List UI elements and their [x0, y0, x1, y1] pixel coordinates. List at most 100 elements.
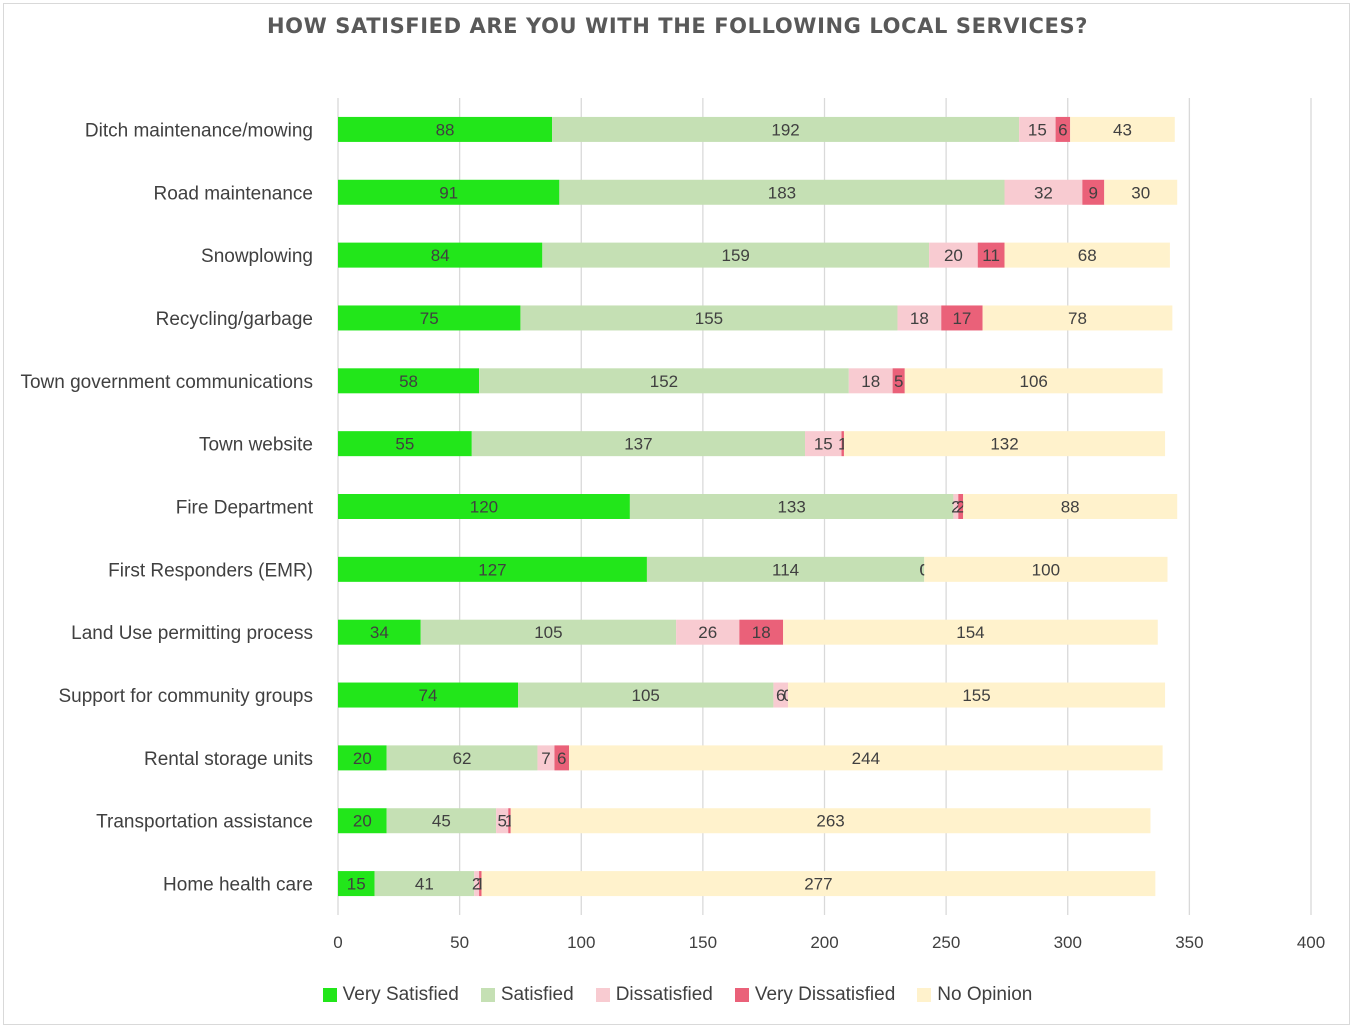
data-label: 5: [894, 372, 903, 391]
legend-label: Very Dissatisfied: [754, 984, 896, 1005]
bar-segment: [904, 368, 1163, 394]
bar-segment: [338, 494, 630, 519]
bar-segment: [479, 368, 849, 394]
category-label: Land Use permitting process: [71, 623, 313, 644]
category-label: Town government communications: [20, 372, 313, 393]
data-label: 32: [1034, 183, 1053, 202]
bar-segment: [520, 305, 898, 331]
data-label: 88: [1061, 498, 1080, 517]
bar-segment: [924, 556, 1168, 582]
bar-segment: [338, 368, 480, 394]
data-label: 100: [1032, 560, 1060, 579]
bar-segment: [559, 179, 1005, 205]
bar-segment: [338, 242, 543, 268]
x-tick-label: 0: [333, 933, 342, 952]
data-label: 183: [768, 183, 796, 202]
legend-item: Very Satisfied: [322, 984, 459, 1006]
data-label: 34: [370, 623, 389, 642]
bar-segment: [537, 745, 555, 771]
data-label: 18: [752, 623, 771, 642]
data-label: 15: [1028, 120, 1047, 139]
x-tick-label: 350: [1175, 933, 1203, 952]
legend-swatch: [322, 988, 337, 1002]
data-label: 5: [497, 812, 506, 831]
data-label: 88: [436, 120, 455, 139]
bar-segment: [1004, 242, 1170, 268]
legend-swatch: [480, 988, 495, 1002]
legend-label: Dissatisfied: [615, 984, 713, 1005]
category-label: First Responders (EMR): [108, 560, 313, 581]
data-label: 18: [861, 372, 880, 391]
bar-segment: [338, 305, 521, 331]
category-label: Snowplowing: [201, 246, 313, 267]
bar-segment: [897, 305, 942, 331]
data-label: 132: [990, 435, 1018, 454]
data-label: 137: [624, 435, 652, 454]
data-label: 74: [419, 686, 438, 705]
bar-segment: [374, 871, 475, 897]
bar-segment: [518, 682, 774, 708]
category-label: Road maintenance: [154, 183, 314, 204]
data-label: 2: [472, 875, 481, 894]
legend-swatch: [734, 988, 749, 1002]
data-label: 62: [453, 749, 472, 768]
bar-segment: [338, 745, 387, 771]
bar-segment: [552, 116, 1020, 142]
data-label: 155: [962, 686, 990, 705]
category-label: Fire Department: [176, 498, 314, 519]
bar-segment: [929, 242, 978, 268]
bar-segment: [953, 494, 959, 519]
data-label: 11: [982, 246, 1000, 265]
legend-swatch: [917, 988, 932, 1002]
bar-segment: [338, 871, 375, 897]
x-tick-label: 200: [810, 933, 838, 952]
bar-segment: [338, 179, 560, 205]
bar-segment: [773, 682, 789, 708]
legend-item: Satisfied: [480, 984, 574, 1006]
data-label: 75: [420, 309, 439, 328]
bar-segment: [1055, 116, 1071, 142]
data-label: 106: [1020, 372, 1048, 391]
data-label: 26: [698, 623, 717, 642]
data-label: 114: [772, 560, 799, 579]
legend-label: Satisfied: [500, 984, 574, 1005]
bar-segment: [892, 368, 905, 394]
bar-segment: [474, 871, 480, 897]
bar-segment: [1070, 116, 1175, 142]
legend-swatch: [595, 988, 610, 1002]
bar-segment: [554, 745, 570, 771]
bar-segment: [386, 745, 538, 771]
data-label: 20: [353, 812, 372, 831]
bar-segment: [788, 682, 1166, 708]
data-label: 18: [910, 309, 929, 328]
data-label: 1: [505, 812, 514, 831]
data-label: 133: [777, 498, 805, 517]
bar-segment: [805, 431, 842, 457]
bar-segment: [420, 619, 677, 645]
data-label: 192: [771, 120, 799, 139]
category-label: Support for community groups: [58, 686, 313, 707]
bar-segment: [1082, 179, 1105, 205]
data-label: 20: [353, 749, 372, 768]
category-label: Home health care: [163, 875, 313, 896]
data-label: 6: [776, 686, 785, 705]
data-label: 2: [956, 498, 965, 517]
bar-segment: [982, 305, 1173, 331]
chart-title: HOW SATISFIED ARE YOU WITH THE FOLLOWING…: [266, 14, 1089, 38]
data-label: 2: [951, 498, 960, 517]
legend-item: Very Dissatisfied: [734, 984, 896, 1006]
data-label: 152: [650, 372, 678, 391]
bar-segment: [508, 808, 511, 834]
bar-segment: [542, 242, 930, 268]
data-label: 91: [439, 183, 458, 202]
chart-legend: Very Satisfied Satisfied Dissatisfied Very …: [0, 980, 1355, 1010]
bar-segment: [1004, 179, 1083, 205]
bar-segment: [646, 556, 925, 582]
bar-segment: [848, 368, 893, 394]
data-label: 120: [470, 498, 498, 517]
data-label: 20: [944, 246, 963, 265]
legend-item: Dissatisfied: [595, 984, 713, 1006]
data-label: 55: [395, 435, 414, 454]
bar-segment: [481, 871, 1156, 897]
